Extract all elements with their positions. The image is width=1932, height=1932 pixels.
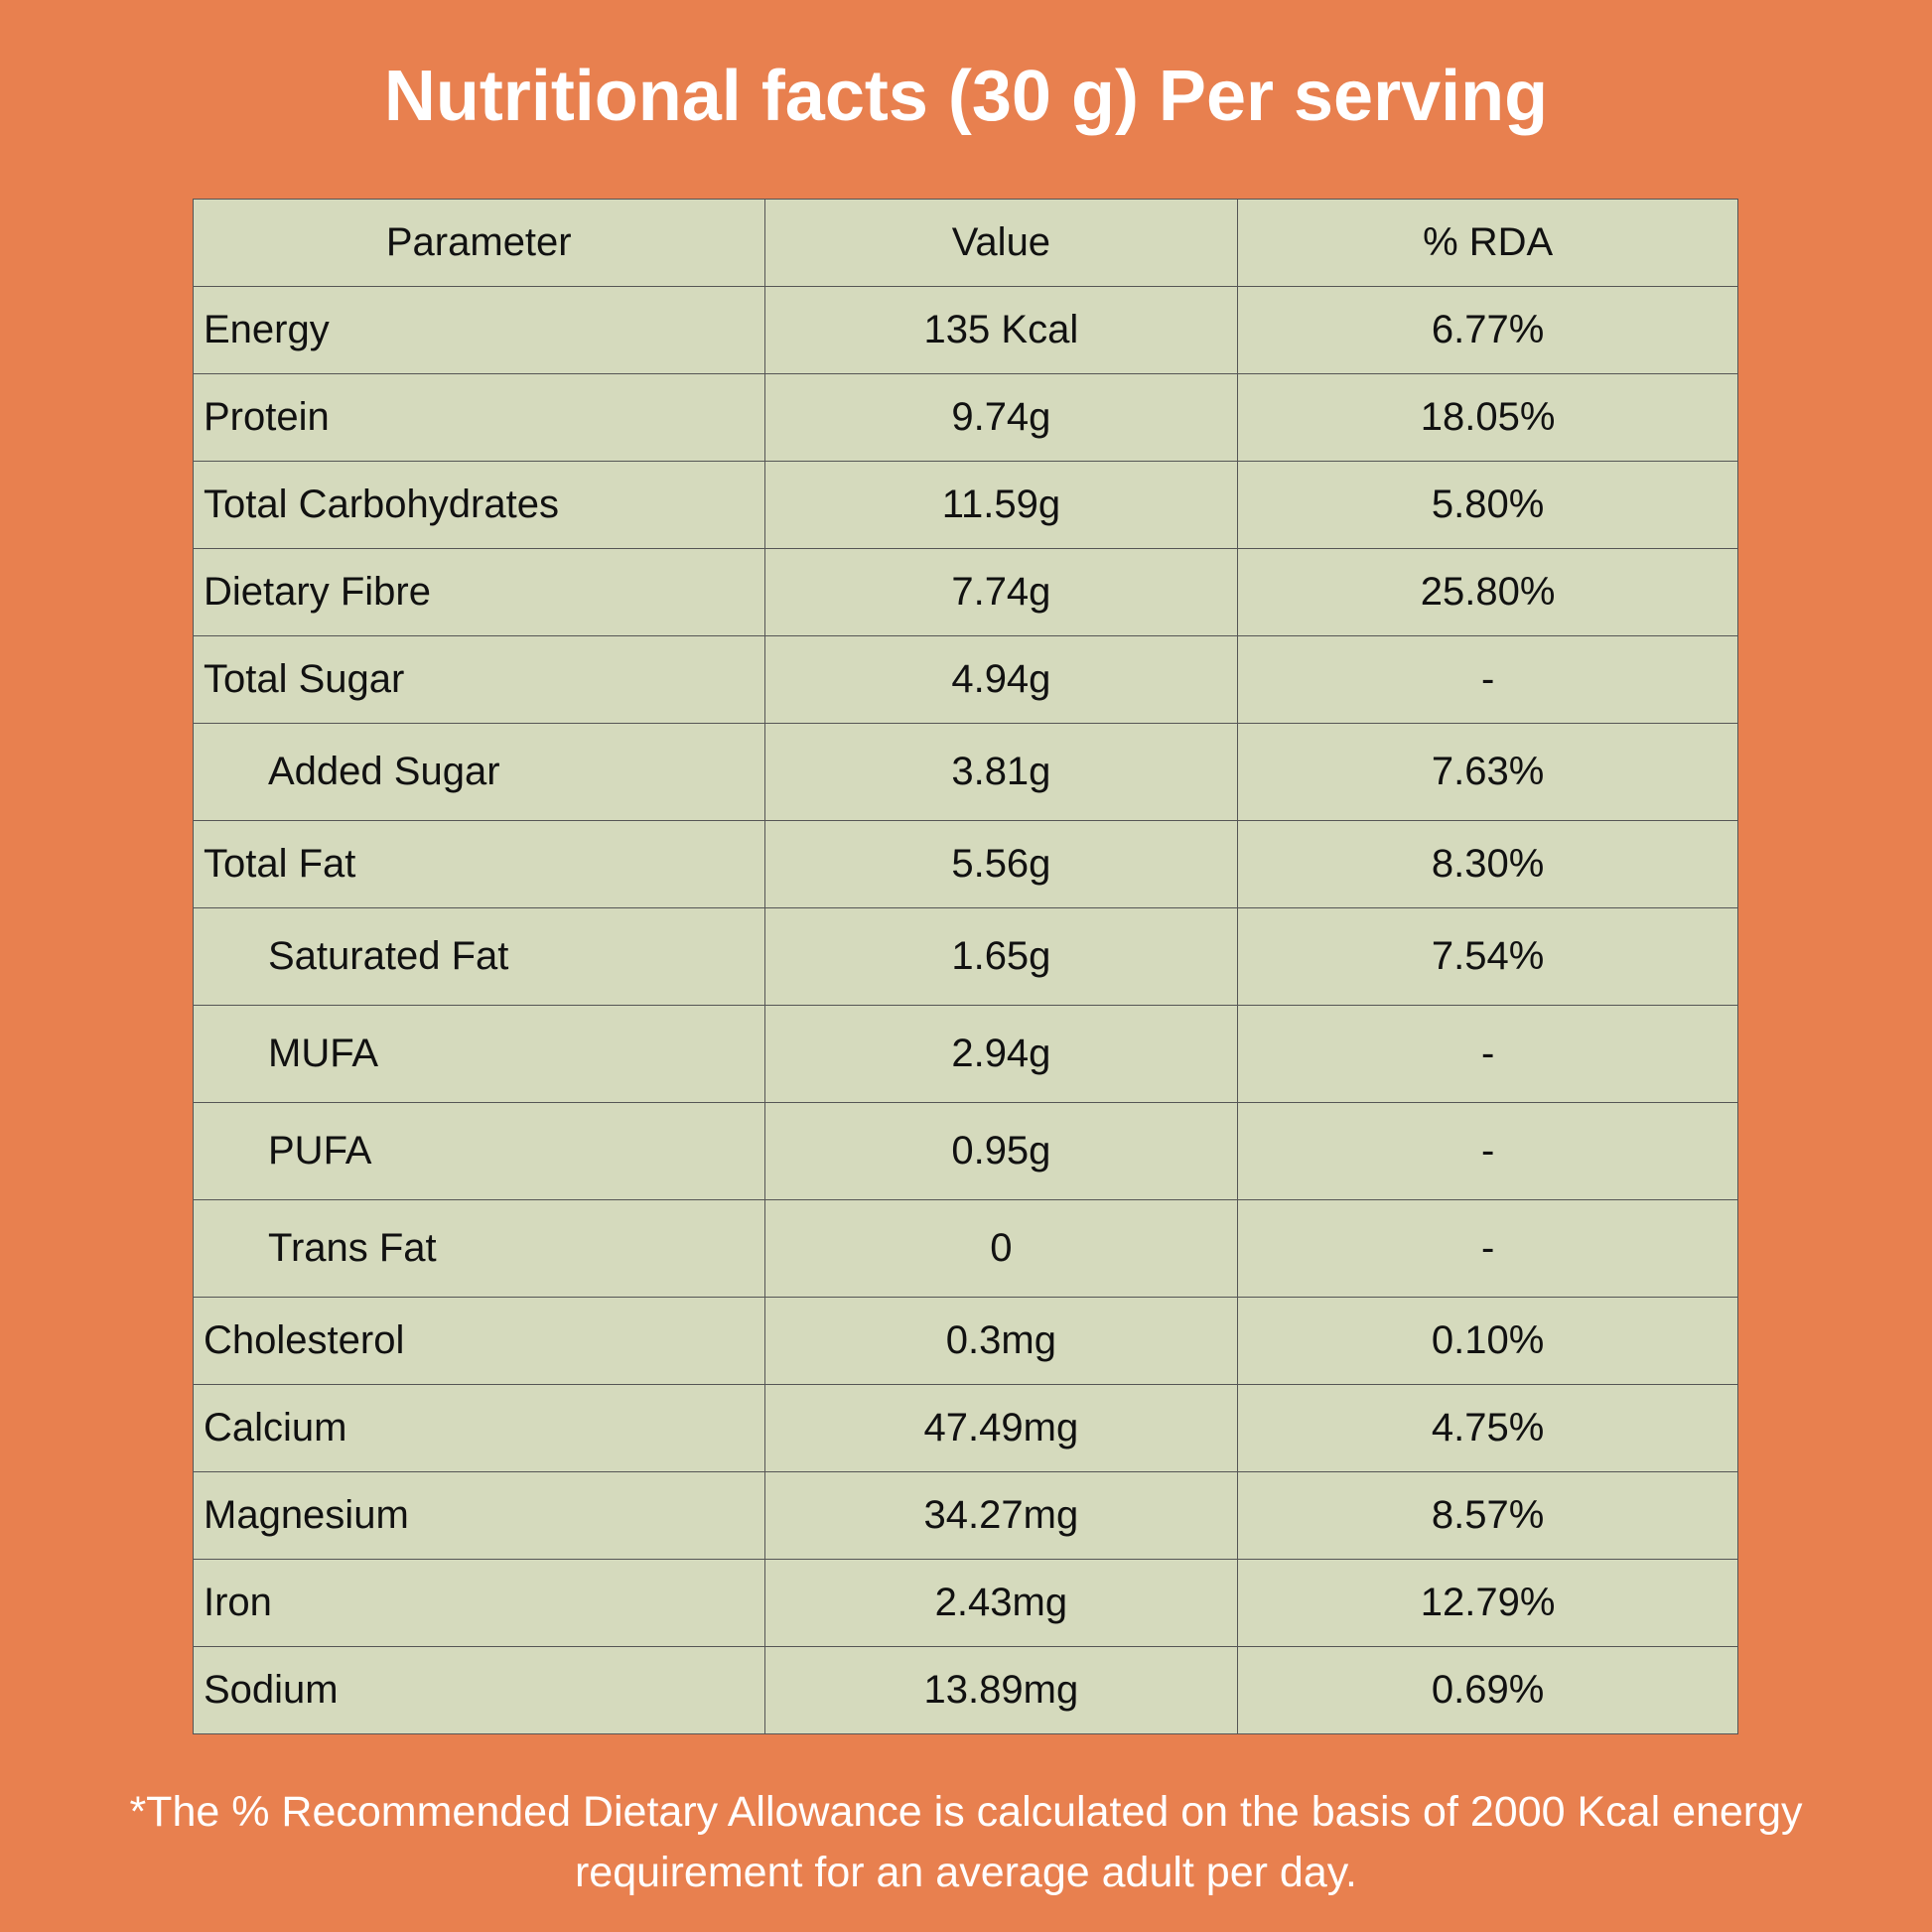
cell-value: 11.59g xyxy=(763,461,1239,549)
cell-rda: 8.57% xyxy=(1237,1471,1738,1560)
header-parameter: Parameter xyxy=(193,199,765,287)
table-row: Protein 9.74g 18.05% xyxy=(193,373,1738,462)
cell-parameter: Protein xyxy=(193,373,765,462)
header-value: Value xyxy=(763,199,1239,287)
cell-rda: 7.63% xyxy=(1237,723,1738,821)
cell-value: 135 Kcal xyxy=(763,286,1239,374)
cell-rda: - xyxy=(1237,635,1738,724)
cell-parameter: Added Sugar xyxy=(193,723,765,821)
cell-parameter: Energy xyxy=(193,286,765,374)
cell-parameter: Saturated Fat xyxy=(193,907,765,1006)
cell-value: 4.94g xyxy=(763,635,1239,724)
cell-value: 1.65g xyxy=(763,907,1239,1006)
table-header-row: Parameter Value % RDA xyxy=(193,199,1738,287)
table-row: Iron 2.43mg 12.79% xyxy=(193,1559,1738,1647)
table-row: Total Carbohydrates 11.59g 5.80% xyxy=(193,461,1738,549)
cell-rda: 5.80% xyxy=(1237,461,1738,549)
cell-value: 0.3mg xyxy=(763,1297,1239,1385)
table-row: Dietary Fibre 7.74g 25.80% xyxy=(193,548,1738,636)
cell-value: 2.94g xyxy=(763,1005,1239,1103)
cell-rda: 6.77% xyxy=(1237,286,1738,374)
cell-value: 3.81g xyxy=(763,723,1239,821)
cell-value: 13.89mg xyxy=(763,1646,1239,1734)
table-row: Saturated Fat 1.65g 7.54% xyxy=(193,907,1738,1006)
table-row: PUFA 0.95g - xyxy=(193,1102,1738,1200)
cell-value: 7.74g xyxy=(763,548,1239,636)
page-title: Nutritional facts (30 g) Per serving xyxy=(383,57,1549,136)
cell-parameter: Total Fat xyxy=(193,820,765,908)
cell-parameter: MUFA xyxy=(193,1005,765,1103)
cell-rda: 25.80% xyxy=(1237,548,1738,636)
cell-rda: - xyxy=(1237,1199,1738,1298)
cell-value: 5.56g xyxy=(763,820,1239,908)
cell-parameter: Magnesium xyxy=(193,1471,765,1560)
table-row: Trans Fat 0- xyxy=(193,1199,1738,1298)
table-row: Cholesterol 0.3mg 0.10% xyxy=(193,1297,1738,1385)
table-row: Sodium 13.89mg 0.69% xyxy=(193,1646,1738,1734)
cell-parameter: Total Sugar xyxy=(193,635,765,724)
cell-rda: - xyxy=(1237,1005,1738,1103)
cell-rda: 0.69% xyxy=(1237,1646,1738,1734)
cell-parameter: Sodium xyxy=(193,1646,765,1734)
cell-parameter: Iron xyxy=(193,1559,765,1647)
cell-rda: 4.75% xyxy=(1237,1384,1738,1472)
table-row: Added Sugar 3.81g 7.63% xyxy=(193,723,1738,821)
cell-parameter: Dietary Fibre xyxy=(193,548,765,636)
table-row: MUFA 2.94g - xyxy=(193,1005,1738,1103)
cell-value: 47.49mg xyxy=(763,1384,1239,1472)
table-row: Magnesium 34.27mg 8.57% xyxy=(193,1471,1738,1560)
nutrition-table: Parameter Value % RDA Energy 135 Kcal 6.77… xyxy=(193,199,1738,1734)
header-rda: % RDA xyxy=(1237,199,1738,287)
cell-parameter: Trans Fat xyxy=(193,1199,765,1298)
table-row: Energy 135 Kcal 6.77% xyxy=(193,286,1738,374)
cell-value: 0 xyxy=(763,1199,1239,1298)
cell-rda: 12.79% xyxy=(1237,1559,1738,1647)
cell-parameter: Total Carbohydrates xyxy=(193,461,765,549)
cell-rda: 0.10% xyxy=(1237,1297,1738,1385)
cell-parameter: Calcium xyxy=(193,1384,765,1472)
footnote: *The % Recommended Dietary Allowance is … xyxy=(129,1788,1803,1896)
table-row: Total Fat 5.56g 8.30% xyxy=(193,820,1738,908)
cell-rda: 8.30% xyxy=(1237,820,1738,908)
cell-parameter: Cholesterol xyxy=(193,1297,765,1385)
table-row: Calcium 47.49mg 4.75% xyxy=(193,1384,1738,1472)
cell-value: 2.43mg xyxy=(763,1559,1239,1647)
cell-value: 0.95g xyxy=(763,1102,1239,1200)
cell-parameter: PUFA xyxy=(193,1102,765,1200)
cell-rda: - xyxy=(1237,1102,1738,1200)
table-row: Total Sugar 4.94g - xyxy=(193,635,1738,724)
cell-rda: 18.05% xyxy=(1237,373,1738,462)
cell-value: 9.74g xyxy=(763,373,1239,462)
cell-rda: 7.54% xyxy=(1237,907,1738,1006)
cell-value: 34.27mg xyxy=(763,1471,1239,1560)
